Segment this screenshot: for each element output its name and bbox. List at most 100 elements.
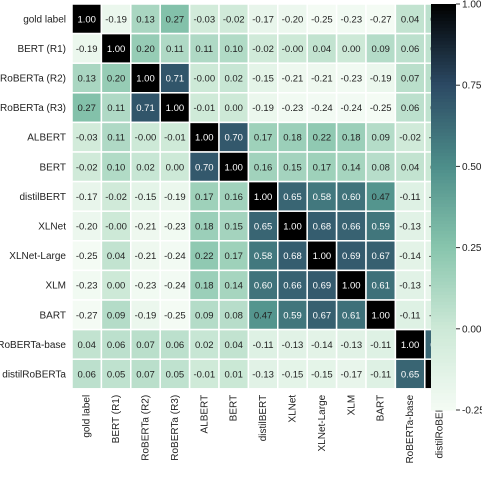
- colorbar-segment: [431, 362, 456, 367]
- row-label: BART: [40, 310, 67, 321]
- heatmap-cell: [218, 269, 250, 301]
- colorbar-segment: [431, 389, 456, 394]
- cell-value: -0.19: [370, 74, 392, 85]
- cell-value: 0.06: [107, 340, 126, 351]
- cell-value: 0.16: [224, 192, 243, 203]
- colorbar-segment: [431, 122, 456, 127]
- cell-value: 0.66: [342, 222, 361, 233]
- colorbar-segment: [431, 81, 456, 86]
- cell-value: 0.04: [224, 340, 243, 351]
- colorbar-segment: [431, 17, 456, 22]
- row-label: BERT: [40, 162, 67, 173]
- column-label: XLM: [346, 395, 357, 416]
- colorbar-segment: [431, 281, 456, 286]
- cell-value: 0.17: [195, 192, 214, 203]
- colorbar-segment: [431, 125, 456, 130]
- colorbar-segment: [431, 142, 456, 147]
- row-label: ALBERT: [27, 133, 66, 144]
- heatmap-cell: [306, 269, 338, 301]
- colorbar-segment: [431, 230, 456, 235]
- heatmap-cell: [306, 299, 338, 331]
- cell-value: 0.61: [371, 281, 390, 292]
- column-label: XLNet: [288, 395, 299, 423]
- heatmap-cell: [71, 62, 103, 94]
- cell-value: -0.19: [252, 103, 274, 114]
- cell-value: 0.10: [224, 44, 243, 55]
- colorbar-segment: [431, 267, 456, 272]
- row-label: XLNet-Large: [9, 251, 66, 262]
- colorbar-segment: [431, 105, 456, 110]
- heatmap-cell: [365, 299, 397, 331]
- cell-value: -0.03: [193, 14, 215, 25]
- cell-value: 0.06: [166, 340, 185, 351]
- heatmap-cell: [394, 299, 426, 331]
- colorbar-segment: [431, 7, 456, 12]
- colorbar-segment: [431, 328, 456, 333]
- cell-value: -0.13: [252, 370, 274, 381]
- cell-value: -0.15: [252, 74, 274, 85]
- colorbar-segment: [431, 14, 456, 19]
- colorbar-segment: [431, 159, 456, 164]
- cell-value: -0.02: [399, 133, 421, 144]
- cell-value: 0.15: [283, 162, 302, 173]
- cell-value: 0.08: [371, 162, 390, 173]
- colorbar-segment: [431, 51, 456, 56]
- colorbar-segment: [431, 247, 456, 252]
- heatmap-cell: [306, 180, 338, 212]
- row-label: gold label: [23, 14, 66, 25]
- cell-value: 1.00: [401, 340, 420, 351]
- cell-value: -0.21: [135, 251, 157, 262]
- cell-value: -0.01: [193, 370, 215, 381]
- cell-value: 0.61: [342, 310, 361, 321]
- colorbar-segment: [431, 91, 456, 96]
- row-label: XLNet: [38, 222, 66, 233]
- cell-value: -0.17: [252, 14, 274, 25]
- heatmap-cell: [218, 121, 250, 153]
- cell-value: -0.19: [135, 310, 157, 321]
- colorbar-segment: [431, 152, 456, 157]
- heatmap-cell: [335, 358, 367, 390]
- colorbar-segment: [431, 338, 456, 343]
- cell-value: -0.19: [164, 192, 186, 203]
- colorbar-segment: [431, 203, 456, 208]
- cell-value: -0.13: [399, 222, 421, 233]
- cell-value: -0.11: [253, 340, 274, 351]
- colorbar-segment: [431, 284, 456, 289]
- colorbar-segment: [431, 274, 456, 279]
- colorbar-segment: [431, 237, 456, 242]
- cell-value: 0.16: [254, 162, 273, 173]
- cell-value: -0.11: [400, 192, 421, 203]
- colorbar-segment: [431, 301, 456, 306]
- colorbar-segment: [431, 382, 456, 387]
- cell-value: 0.09: [195, 310, 214, 321]
- colorbar-segment: [431, 169, 456, 174]
- colorbar-segment: [431, 200, 456, 205]
- colorbar-segment: [431, 271, 456, 276]
- heatmap-cell: [277, 3, 308, 35]
- heatmap-cell: [394, 240, 426, 272]
- cell-value: -0.11: [400, 310, 421, 321]
- cell-value: 0.22: [195, 251, 214, 262]
- colorbar-segment: [431, 355, 456, 360]
- cell-value: 0.18: [195, 281, 214, 292]
- cell-value: 0.05: [107, 370, 126, 381]
- colorbar-segment: [431, 10, 456, 15]
- heatmap-cell: [277, 358, 308, 390]
- colorbar-segment: [431, 193, 456, 198]
- colorbar-segment: [431, 406, 456, 411]
- colorbar-segment: [431, 186, 456, 191]
- cell-value: 0.07: [401, 74, 420, 85]
- cell-value: -0.17: [76, 192, 98, 203]
- row-labels: gold label BERT (R1) RoBERTa (R2) RoBERTa (…: [0, 14, 66, 380]
- cell-value: 0.17: [224, 251, 243, 262]
- colorbar-segment: [431, 291, 456, 296]
- heatmap-cell: [218, 328, 250, 360]
- cell-value: -0.01: [193, 103, 215, 114]
- heatmap-cell: [159, 62, 191, 94]
- cell-value: 0.65: [254, 222, 273, 233]
- cell-value: 0.00: [166, 162, 185, 173]
- cell-value: 0.09: [371, 44, 390, 55]
- cell-value: -0.00: [193, 74, 215, 85]
- column-label: BART: [376, 395, 387, 422]
